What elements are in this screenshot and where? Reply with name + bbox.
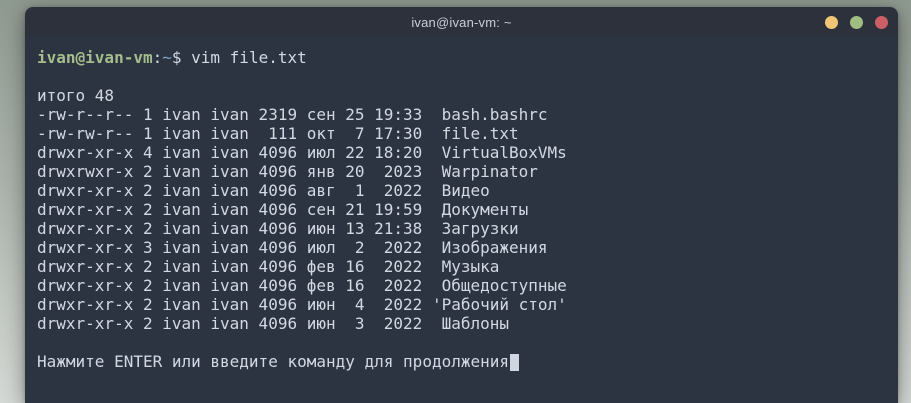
prompt-line: ivan@ivan-vm:~$ vim file.txt	[37, 48, 890, 67]
close-button[interactable]	[875, 15, 888, 29]
output-line: drwxr-xr-x 3 ivan ivan 4096 июл 2 2022 И…	[37, 238, 548, 257]
terminal-screen[interactable]: ivan@ivan-vm:~$ vim file.txt итого 48 -r…	[25, 37, 898, 403]
command-text: vim file.txt	[191, 48, 307, 67]
output-line-total: итого 48	[37, 86, 115, 105]
prompt-dollar: $	[171, 48, 192, 67]
window-title: ivan@ivan-vm: ~	[411, 14, 512, 30]
output-line: drwxr-xr-x 2 ivan ivan 4096 сен 21 19:59…	[37, 200, 529, 219]
maximize-button[interactable]	[850, 15, 863, 29]
prompt-user-host: ivan@ivan-vm	[37, 48, 153, 67]
message-line: Нажмите ENTER или введите команду для пр…	[37, 352, 890, 371]
window-controls	[825, 7, 888, 37]
output-line: drwxr-xr-x 2 ivan ivan 4096 фев 16 2022 …	[37, 276, 567, 295]
prompt-colon: :	[152, 48, 163, 67]
output-line: drwxrwxr-x 2 ivan ivan 4096 янв 20 2023 …	[37, 162, 538, 181]
terminal-window: ivan@ivan-vm: ~ ivan@ivan-vm:~$ vim file…	[25, 7, 898, 403]
output-line: drwxr-xr-x 4 ivan ivan 4096 июл 22 18:20…	[37, 143, 567, 162]
terminal-cursor	[510, 354, 520, 371]
output-line: drwxr-xr-x 2 ivan ivan 4096 июн 13 21:38…	[37, 219, 519, 238]
output-line: -rw-rw-r-- 1 ivan ivan 111 окт 7 17:30 f…	[37, 124, 519, 143]
output-line: drwxr-xr-x 2 ivan ivan 4096 фев 16 2022 …	[37, 257, 500, 276]
output-line: drwxr-xr-x 2 ivan ivan 4096 авг 1 2022 В…	[37, 181, 490, 200]
output-line: drwxr-xr-x 2 ivan ivan 4096 июн 4 2022 '…	[37, 295, 567, 314]
output-line: -rw-r--r-- 1 ivan ivan 2319 сен 25 19:33…	[37, 105, 548, 124]
output-line: drwxr-xr-x 2 ivan ivan 4096 июн 3 2022 Ш…	[37, 314, 510, 333]
blank-line	[37, 67, 890, 86]
window-titlebar[interactable]: ivan@ivan-vm: ~	[25, 7, 898, 37]
minimize-button[interactable]	[825, 15, 838, 29]
prompt-cwd: ~	[162, 48, 172, 67]
press-enter-message: Нажмите ENTER или введите команду для пр…	[37, 352, 510, 371]
blank-line	[37, 333, 890, 352]
